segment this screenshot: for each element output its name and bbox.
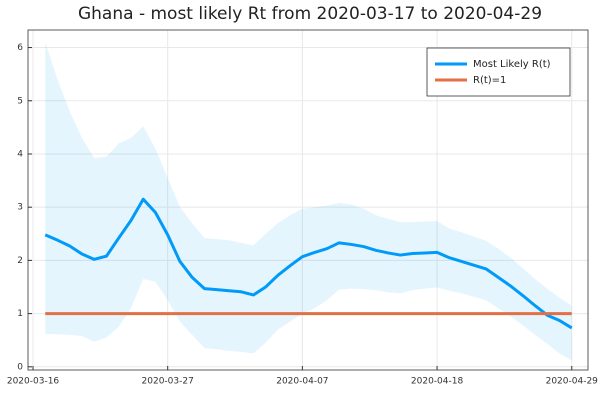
x-tick-label: 2020-04-07 [276, 377, 328, 387]
x-tick-label: 2020-04-29 [546, 377, 599, 387]
y-tick-label: 4 [17, 149, 23, 159]
plot-frame [27, 29, 589, 371]
y-tick-label: 0 [17, 362, 23, 372]
x-tick-label: 2020-03-27 [142, 377, 194, 387]
x-tick-label: 2020-03-16 [7, 377, 60, 387]
legend-label: Most Likely R(t) [473, 59, 551, 70]
series-line [44, 197, 573, 330]
y-tick-label: 3 [17, 203, 23, 213]
y-tick-label: 1 [17, 309, 23, 319]
legend-box [426, 47, 571, 97]
y-tick-label: 6 [17, 43, 23, 53]
legend-label: R(t)=1 [473, 75, 506, 86]
chart-title: Ghana - most likely Rt from 2020-03-17 t… [78, 4, 542, 24]
confidence-band [45, 42, 572, 361]
y-tick-label: 5 [17, 96, 23, 106]
x-tick-label: 2020-04-18 [411, 377, 464, 387]
y-tick-label: 2 [17, 256, 23, 266]
